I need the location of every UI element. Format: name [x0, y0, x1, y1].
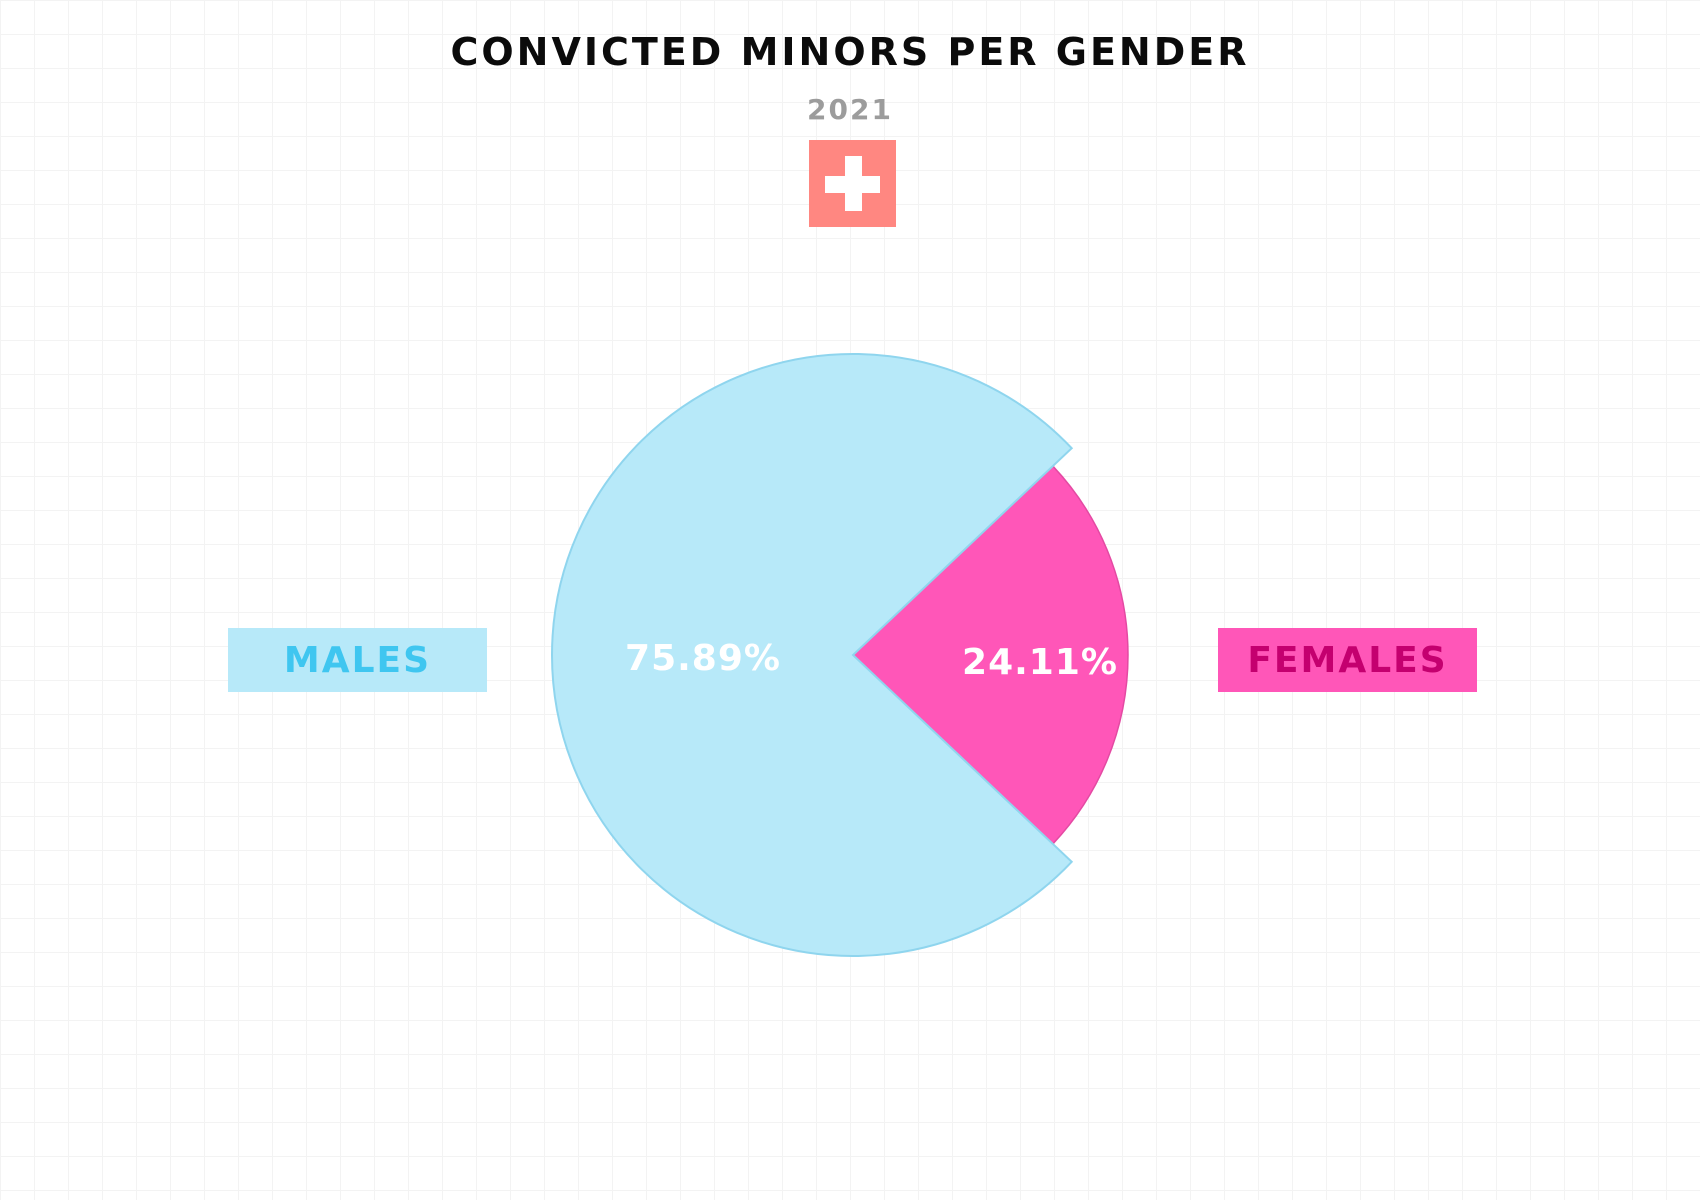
pie-label-females: 24.11%: [962, 642, 1118, 683]
flag-cross-horizontal: [825, 176, 880, 193]
chart-title: CONVICTED MINORS PER GENDER: [450, 30, 1250, 74]
swiss-flag-icon: [809, 140, 896, 227]
pie-slice-females: [851, 464, 1129, 846]
legend-males: MALES: [228, 628, 487, 692]
pie-label-males: 75.89%: [625, 638, 781, 679]
legend-females: FEMALES: [1218, 628, 1477, 692]
chart-subtitle: 2021: [807, 93, 893, 126]
pie-slice-males: [551, 353, 1074, 957]
